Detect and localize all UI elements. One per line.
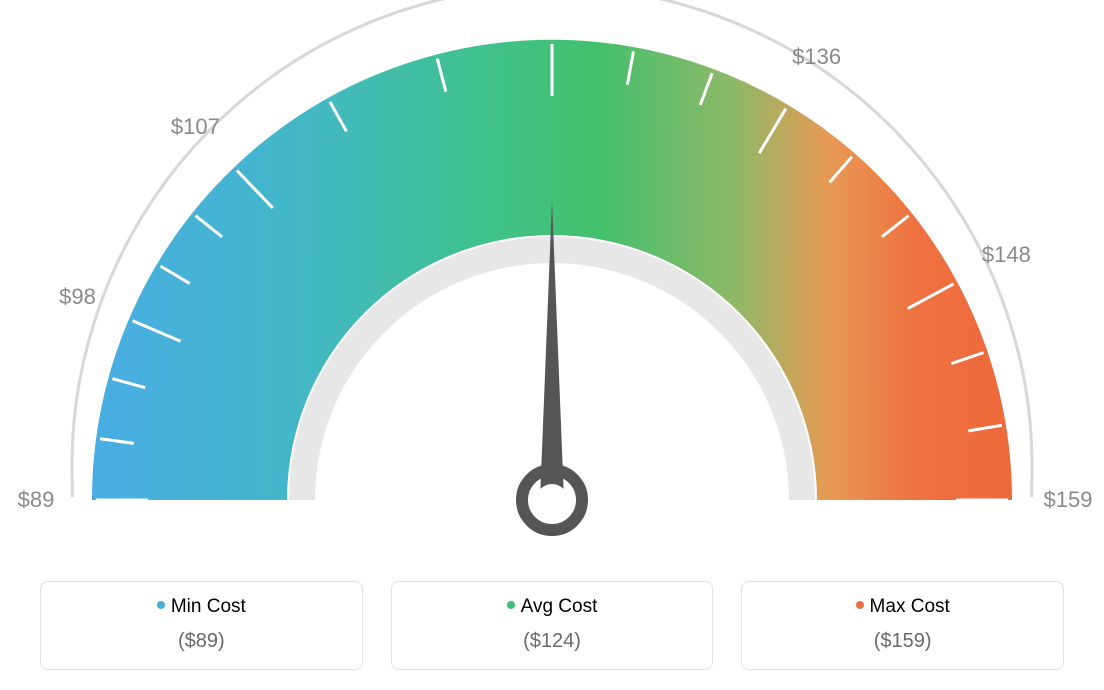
legend-title-avg: Avg Cost (402, 596, 703, 618)
legend-title-avg-text: Avg Cost (521, 596, 598, 617)
legend-title-max: Max Cost (752, 596, 1053, 618)
legend-value-min: ($89) (51, 630, 352, 653)
gauge-tick-label: $107 (171, 114, 220, 140)
legend-dot-min (157, 601, 165, 609)
gauge-tick-label: $89 (18, 487, 55, 513)
legend-card-min: Min Cost ($89) (40, 581, 363, 670)
legend-card-avg: Avg Cost ($124) (391, 581, 714, 670)
legend-dot-max (856, 601, 864, 609)
gauge-tick-label: $136 (792, 44, 841, 70)
legend-card-max: Max Cost ($159) (741, 581, 1064, 670)
cost-gauge-container: $89$98$107$124$136$148$159 Min Cost ($89… (0, 0, 1104, 690)
legend-row: Min Cost ($89) Avg Cost ($124) Max Cost … (40, 581, 1064, 670)
legend-title-min: Min Cost (51, 596, 352, 618)
legend-value-max: ($159) (752, 630, 1053, 653)
legend-title-min-text: Min Cost (171, 596, 246, 617)
legend-dot-avg (507, 601, 515, 609)
gauge-svg (0, 0, 1104, 560)
gauge-chart: $89$98$107$124$136$148$159 (0, 0, 1104, 560)
legend-title-max-text: Max Cost (870, 596, 950, 617)
gauge-tick-label: $148 (982, 242, 1031, 268)
gauge-tick-label: $159 (1044, 487, 1093, 513)
legend-value-avg: ($124) (402, 630, 703, 653)
gauge-tick-label: $98 (59, 284, 96, 310)
